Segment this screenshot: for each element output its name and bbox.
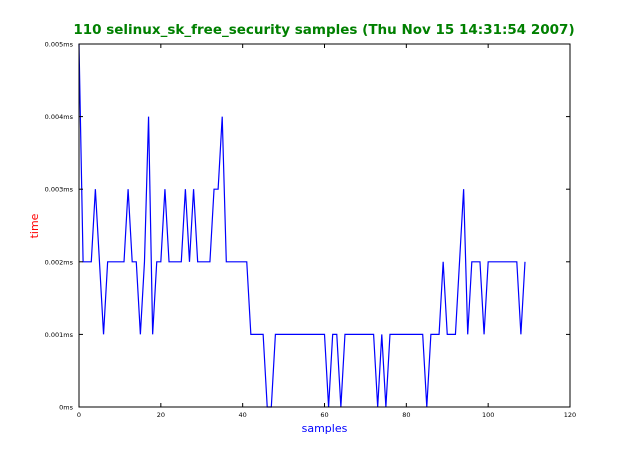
x-tick-label: 40 [239,411,247,419]
y-tick-label: 0.002ms [45,258,74,266]
y-axis-ticks: 0ms 0.001ms 0.002ms 0.003ms 0.004ms 0.005ms [45,41,570,412]
y-tick-label: 0.003ms [45,186,74,194]
x-tick-label: 80 [402,411,410,419]
x-tick-label: 20 [157,411,165,419]
chart-title: 110 selinux_sk_free_security samples (Th… [73,22,574,38]
x-tick-label: 120 [564,411,576,419]
y-tick-label: 0.005ms [45,41,74,49]
x-axis-label: samples [302,422,348,435]
x-tick-label: 0 [77,411,81,419]
series-line-0 [78,43,526,408]
y-tick-label: 0.004ms [45,113,74,121]
x-tick-label: 60 [320,411,328,419]
x-tick-label: 100 [482,411,494,419]
x-axis-ticks: 0 20 40 60 80 100 120 [77,44,576,419]
series-layer [78,43,526,408]
y-axis-label: time [28,213,41,238]
y-tick-label: 0.001ms [45,331,74,339]
y-tick-label: 0ms [59,404,73,412]
